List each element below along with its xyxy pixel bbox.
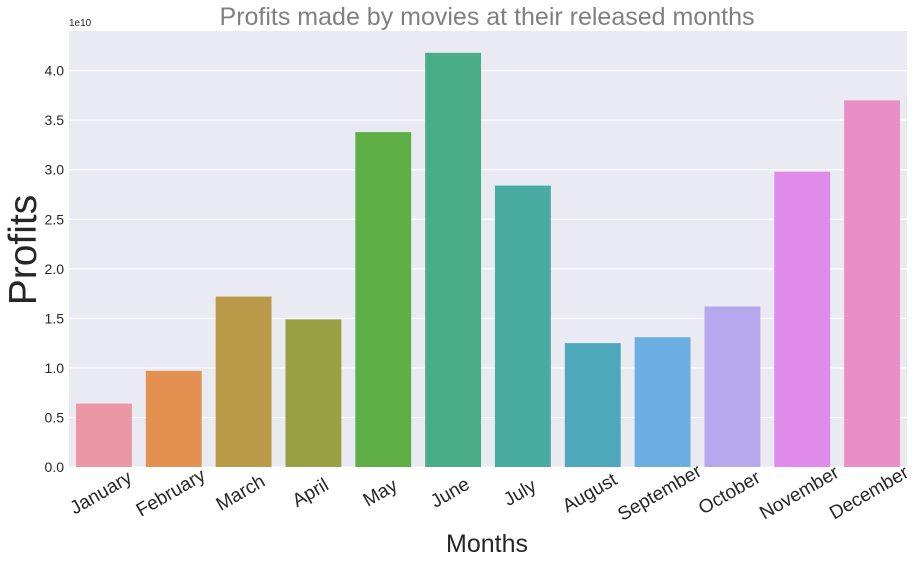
x-tick-label: March: [213, 471, 269, 516]
gridlines: [69, 70, 907, 468]
bar-november: [774, 171, 831, 467]
y-tick-label: 1.5: [45, 310, 65, 326]
x-tick-label: October: [695, 467, 765, 519]
y-tick-label: 4.0: [45, 63, 65, 79]
y-tick-label: 0.0: [45, 459, 65, 475]
axis-offset-label: 1e10: [69, 18, 92, 29]
bar-october: [704, 306, 761, 467]
y-tick-label: 2.0: [45, 261, 65, 277]
x-tick-label: June: [427, 474, 473, 513]
bar-august: [564, 343, 621, 467]
bar-september: [634, 337, 691, 467]
plot-background: [69, 31, 907, 467]
x-axis-label: Months: [446, 530, 528, 558]
x-tick-label: August: [559, 469, 621, 517]
bar-april: [285, 319, 342, 467]
y-tick-label: 1.0: [45, 360, 65, 376]
bar-march: [215, 296, 272, 467]
x-tick-label: April: [289, 475, 332, 512]
bar-january: [75, 403, 132, 467]
bar-february: [145, 370, 202, 467]
y-tick-label: 2.5: [45, 211, 65, 227]
x-tick-label: February: [133, 465, 210, 521]
bar-may: [355, 132, 412, 467]
x-tick-label: December: [826, 462, 913, 524]
y-tick-label: 0.5: [45, 409, 65, 425]
x-tick-label: January: [67, 467, 136, 519]
x-tick-label: September: [614, 461, 706, 526]
bar-december: [844, 100, 901, 467]
y-tick-label: 3.0: [45, 162, 65, 178]
chart-title: Profits made by movies at their released…: [220, 3, 755, 31]
bars: [75, 52, 901, 468]
y-tick-labels: 0.0 0.5 1.0 1.5 2.0 2.5 3.0 3.5 4.0: [45, 63, 65, 475]
y-tick-label: 3.5: [45, 112, 65, 128]
bar-june: [425, 52, 482, 468]
x-tick-label: May: [360, 475, 402, 511]
bar-july: [494, 185, 551, 467]
y-axis-label: Profits: [2, 195, 45, 306]
x-tick-label: July: [500, 475, 540, 510]
